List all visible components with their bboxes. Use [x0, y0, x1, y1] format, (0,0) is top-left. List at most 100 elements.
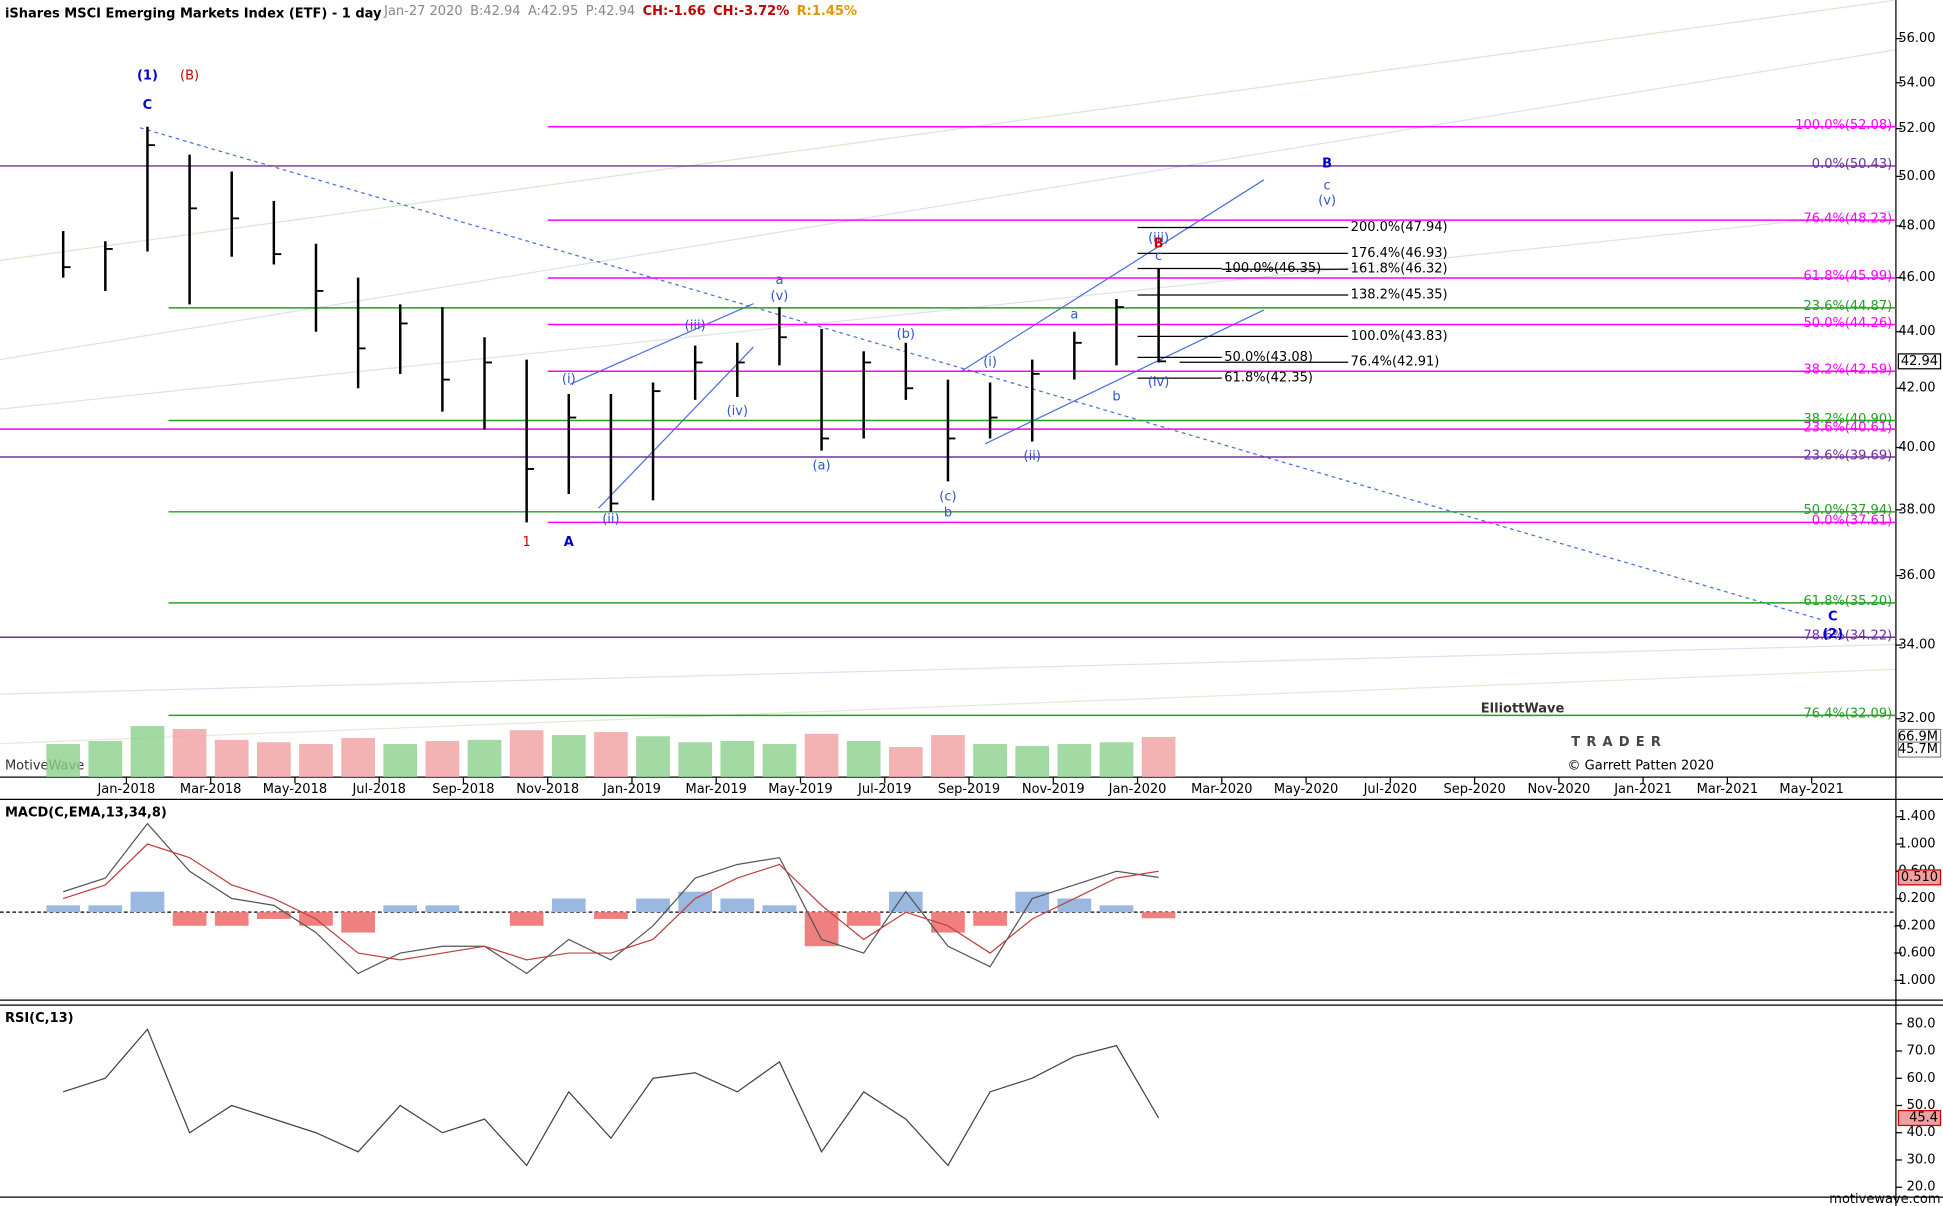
volume-bar: [383, 744, 418, 778]
macd-histogram: [720, 898, 755, 913]
projection-label: 100.0%(43.83): [1351, 329, 1448, 344]
wave-label: (i): [562, 372, 576, 387]
rsi-tick-label: 40.0: [1907, 1125, 1936, 1140]
volume-bar: [720, 741, 755, 778]
fib-label: 23.6%(40.61): [1804, 420, 1893, 435]
header-item: B:42.94: [470, 4, 521, 19]
fib-label: 23.6%(44.87): [1804, 299, 1893, 314]
macd-histogram: [1099, 905, 1134, 913]
x-tick-label: May-2019: [768, 782, 832, 797]
y-tick-label: 52.00: [1898, 121, 1935, 136]
price-tag: [1897, 353, 1942, 370]
wave-label: (iii): [1148, 231, 1169, 246]
y-tick-label: 34.00: [1898, 638, 1935, 653]
y-tick-label: 48.00: [1898, 218, 1935, 233]
y-tick-label: 42.00: [1898, 381, 1935, 396]
dashed-trend: [139, 127, 1822, 621]
volume-bar: [636, 736, 670, 778]
volume-bar: [130, 726, 165, 778]
volume-bar: [931, 735, 965, 778]
x-tick-label: Sep-2019: [938, 782, 1000, 797]
x-tick-label: Mar-2018: [180, 782, 241, 797]
x-tick-label: Jan-2021: [1613, 782, 1672, 797]
header-item: Jan-27 2020: [383, 4, 463, 19]
rsi-line: [63, 1028, 1160, 1167]
rsi-tag: [1897, 1109, 1942, 1127]
macd-tick-label: -0.600: [1894, 946, 1936, 961]
macd-histogram: [1141, 912, 1176, 919]
macd-tick-label: -0.200: [1894, 918, 1936, 933]
fan-line: [0, 668, 1896, 745]
macd-histogram: [172, 912, 207, 926]
x-tick-label: Jul-2020: [1363, 782, 1417, 797]
y-tick-label: 54.00: [1898, 75, 1935, 90]
fib-label: 61.8%(45.99): [1804, 269, 1893, 284]
rsi-tick-label: 60.0: [1907, 1071, 1936, 1086]
fan-line: [0, 643, 1896, 695]
wave-label: a: [1070, 308, 1078, 323]
x-tick-label: Nov-2018: [516, 782, 579, 797]
macd-histogram: [636, 898, 670, 913]
logo-sub: TRADER: [1571, 735, 1667, 750]
wave-label: C: [143, 98, 153, 113]
fib-label: 76.4%(32.09): [1804, 707, 1893, 722]
macd-histogram: [509, 912, 544, 926]
x-tick-label: Sep-2020: [1443, 782, 1505, 797]
volume-bar: [973, 744, 1007, 778]
macd-histogram: [888, 891, 923, 913]
macd-histogram: [1057, 898, 1092, 913]
wave-label: a: [775, 273, 783, 288]
wave-label: (b): [897, 327, 915, 342]
macd-histogram: [551, 898, 586, 913]
volume-bar: [804, 733, 839, 778]
wave-label: B: [1154, 236, 1164, 251]
fib-label: 0.0%(50.43): [1812, 157, 1892, 172]
volume-bar: [1057, 744, 1092, 778]
fib-label: 100.0%(52.08): [1795, 118, 1892, 133]
wave-label: C: [1828, 609, 1838, 624]
macd-histogram: [214, 912, 249, 926]
volume-bar: [341, 738, 375, 778]
y-tick-label: 36.00: [1898, 568, 1935, 583]
x-tick-label: May-2018: [263, 782, 327, 797]
volume-bar: [467, 739, 502, 778]
wave-label: b: [1112, 389, 1120, 404]
wave-label: 1: [523, 535, 531, 550]
wave-label: (i): [983, 355, 997, 370]
macd-tick-label: 1.400: [1898, 809, 1935, 824]
rsi-tick-label: 30.0: [1907, 1152, 1936, 1167]
volume-bar: [846, 741, 881, 778]
macd-histogram: [383, 905, 418, 913]
volume-bar: [46, 744, 81, 778]
x-tick-label: Mar-2021: [1697, 782, 1758, 797]
fib-label: 23.6%(39.69): [1804, 448, 1893, 463]
x-tick-label: Jul-2018: [351, 782, 405, 797]
volume-bar: [509, 730, 544, 778]
y-tick-label: 56.00: [1898, 31, 1935, 46]
site: motivewave.com: [1829, 1192, 1940, 1206]
macd-histogram: [762, 905, 797, 913]
header-item: A:42.95: [528, 4, 578, 19]
projection-label: 61.8%(42.35): [1224, 371, 1313, 386]
y-tick-label: 46.00: [1898, 270, 1935, 285]
macd-tick-label: 1.000: [1898, 836, 1935, 851]
fib-label: 38.2%(40.90): [1804, 412, 1893, 427]
volume-bar: [678, 742, 713, 778]
rsi-tick-label: 20.0: [1907, 1180, 1936, 1195]
header-item: R:1.45%: [797, 4, 857, 19]
fib-label: 61.8%(35.20): [1804, 594, 1893, 609]
header-item: CH:-1.66: [643, 4, 706, 19]
title: iShares MSCI Emerging Markets Index (ETF…: [5, 6, 382, 21]
volume-tag-label: 45.7M: [1898, 742, 1938, 757]
projection-label: 100.0%(46.35): [1224, 261, 1321, 276]
volume-bar: [1141, 736, 1176, 778]
macd-histogram: [973, 912, 1007, 926]
x-tick-label: Jan-2019: [602, 782, 661, 797]
macd-histogram: [594, 912, 628, 919]
fib-label: 78.6%(34.22): [1804, 628, 1893, 643]
header-item: P:42.94: [586, 4, 635, 19]
price-tag-label: 42.94: [1901, 354, 1938, 369]
macd-histogram: [88, 905, 123, 913]
volume-bar: [888, 747, 923, 778]
